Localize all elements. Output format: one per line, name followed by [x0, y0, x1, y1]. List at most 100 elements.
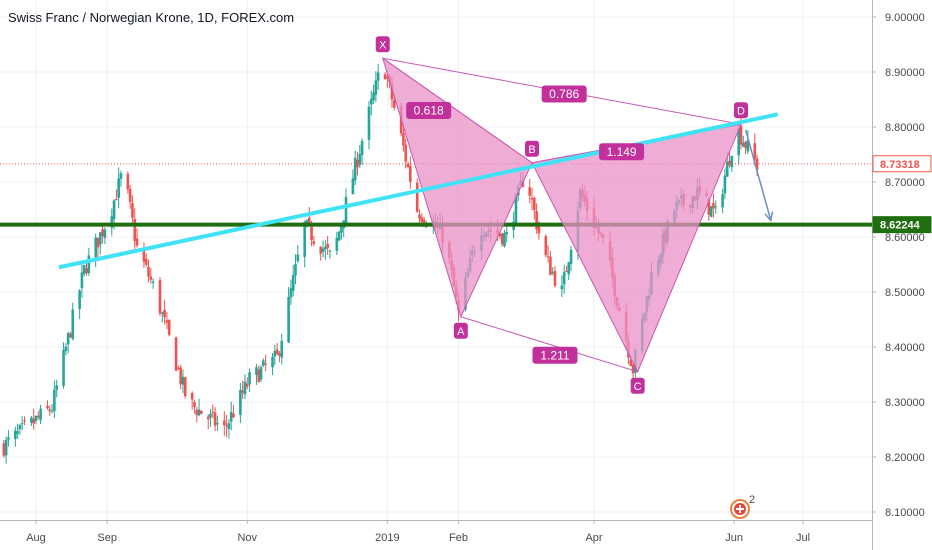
candle-body [62, 349, 65, 386]
candle-body [223, 420, 226, 426]
watermark-logo[interactable]: 2 [730, 494, 755, 519]
last-price-tag-bg [872, 155, 932, 173]
candle-body [225, 425, 228, 427]
candle-body [312, 241, 316, 244]
candle-body [23, 420, 26, 422]
candle-body [135, 238, 139, 246]
candle-body [305, 219, 309, 225]
candle-body [629, 359, 633, 366]
candle-body [46, 405, 49, 409]
candle-body [14, 430, 17, 440]
candle-body [514, 195, 518, 225]
candle-body [179, 367, 182, 385]
point-label-text: A [457, 326, 465, 338]
candle-body [296, 254, 300, 262]
watermark-badge-number: 2 [749, 494, 755, 506]
candle-body [569, 249, 573, 264]
candle-body [239, 390, 242, 416]
candle-body [229, 411, 233, 422]
ratio-label-text: 1.149 [607, 145, 637, 159]
x-tick-label: Nov [237, 532, 257, 544]
candle-body [94, 237, 98, 258]
candle-body [744, 141, 747, 149]
candle-body [216, 423, 219, 425]
candle-body [119, 173, 123, 179]
point-label-bg [375, 36, 390, 53]
ratio-label-bg [599, 143, 645, 161]
candle-body [165, 320, 169, 323]
y-axis[interactable]: 8.10000 8.20000 8.30000 8.40000 8.50000 8.600… [872, 0, 925, 550]
candle-body [374, 80, 378, 95]
candle-body [725, 161, 729, 177]
chart-title: Swiss Franc / Norwegian Krone, 1D, FOREX… [8, 10, 294, 25]
candle-body [78, 290, 81, 309]
candle-body [275, 349, 279, 355]
candle-body [303, 221, 306, 257]
forecast-arrow-shaft [744, 129, 772, 221]
point-label-text: B [528, 144, 535, 156]
candle-body [294, 263, 297, 276]
point-labels: X A B C D [375, 36, 748, 394]
candle-body [200, 410, 203, 414]
ratio-label-text: 0.618 [414, 104, 444, 118]
candle-body [227, 423, 231, 429]
candle-body [193, 402, 196, 407]
trendline[interactable] [58, 112, 779, 270]
candle-body [174, 337, 178, 371]
candle-body [409, 165, 412, 182]
x-tick-label: Jul [796, 532, 810, 544]
candle-body [707, 198, 711, 215]
forecast-arrow[interactable] [744, 129, 774, 223]
candle-body [321, 248, 325, 252]
candle-body [631, 364, 635, 374]
candle-body [562, 272, 566, 285]
candle-body [177, 367, 180, 369]
support-price-tag-bg [872, 216, 932, 234]
x-axis[interactable]: Aug Sep Nov 2019 Feb Apr Jun Jul [0, 520, 872, 544]
point-label-b: B [525, 140, 540, 157]
candle-body [739, 125, 743, 145]
candle-body [728, 160, 731, 166]
candle-body [98, 232, 102, 245]
point-label-d: D [733, 102, 748, 119]
candle-body [34, 415, 38, 422]
candle-body [358, 153, 362, 165]
y-tick-label: 8.30000 [885, 397, 925, 409]
candle-body [30, 417, 33, 423]
candle-body [181, 376, 185, 385]
x-tick-label: Jun [725, 532, 743, 544]
candle-body [71, 309, 75, 339]
candle-body [498, 233, 502, 237]
candle-body [232, 413, 235, 418]
point-label-text: C [634, 381, 642, 393]
candle-body [310, 226, 313, 241]
ratio-label: 1.211 [532, 346, 578, 364]
candle-body [353, 157, 357, 181]
candle-body [209, 413, 212, 418]
candle-body [755, 158, 759, 171]
pattern-leg [460, 316, 638, 373]
candle-body [271, 356, 274, 368]
plot-area[interactable]: 0.618 0.786 1.149 1.211 X A B C D [0, 36, 872, 464]
last-price-tag-text: 8.73318 [880, 159, 920, 171]
ratio-label-bg [406, 102, 452, 119]
candle-body [48, 409, 52, 412]
candle-body [392, 100, 396, 108]
candle-body [18, 425, 22, 430]
candle-body [248, 372, 251, 385]
support-price-tag: 8.62244 [872, 216, 932, 234]
candle-body [195, 409, 199, 416]
candle-body [50, 410, 54, 412]
candle-body [243, 381, 247, 395]
candle-body [753, 143, 757, 160]
candle-body [528, 187, 532, 196]
last-price-tag: 8.73318 [872, 155, 932, 173]
candle-body [163, 309, 166, 318]
ratio-label-bg [532, 346, 578, 364]
candle-body [264, 363, 267, 365]
candle-body [273, 351, 277, 357]
candle-body [386, 77, 389, 79]
candle-body [372, 92, 375, 101]
candle-body [415, 182, 419, 212]
